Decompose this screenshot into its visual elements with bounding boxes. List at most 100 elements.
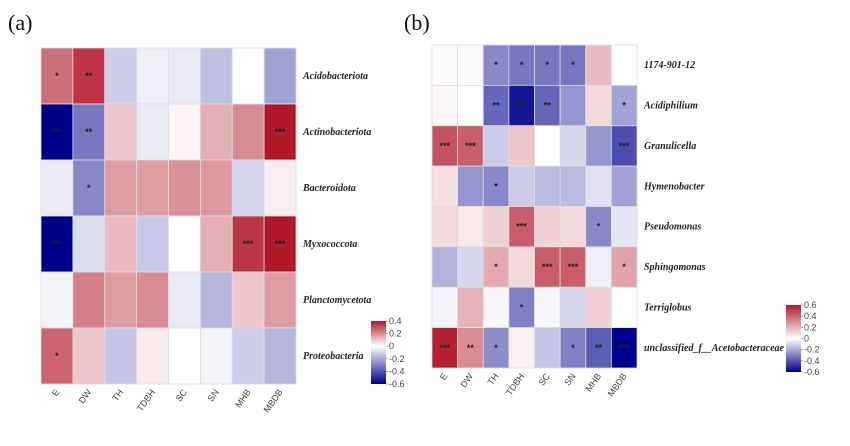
- heatmap-cell: [40, 47, 74, 105]
- row-label: Actinobacteriota: [302, 127, 371, 138]
- heatmap-cell: [231, 327, 265, 385]
- heatmap-cell: [231, 103, 265, 161]
- significance-marker: ***: [275, 239, 286, 249]
- row-label: Granulicella: [644, 141, 696, 152]
- significance-marker: ***: [243, 239, 254, 249]
- significance-marker: *: [571, 60, 575, 70]
- heatmap-cell: [136, 215, 169, 273]
- significance-marker: ***: [440, 343, 451, 353]
- heatmap-cell: [168, 103, 201, 161]
- heatmap-cell: [559, 165, 587, 207]
- heatmap-cell: [534, 44, 561, 86]
- heatmap-cell: [104, 103, 138, 161]
- heatmap-cell: [431, 44, 459, 86]
- heatmap-cell: [104, 159, 138, 217]
- heatmap-cell: [199, 327, 233, 385]
- significance-marker: *: [520, 302, 524, 312]
- heatmap-cell: [585, 84, 612, 127]
- heatmap-cell: [457, 286, 484, 329]
- significance-marker: **: [467, 343, 475, 353]
- significance-marker: *: [55, 351, 59, 361]
- heatmap-cell: [508, 246, 535, 288]
- heatmap-cell: [482, 286, 510, 329]
- significance-marker: *: [494, 262, 498, 272]
- row-label: Acidiphilium: [643, 101, 698, 112]
- heatmap-cell: [610, 125, 638, 167]
- heatmap-cell: [508, 125, 535, 167]
- heatmap-cell: [559, 84, 587, 127]
- heatmap-cell: [457, 84, 484, 127]
- heatmap-cell: [136, 271, 169, 329]
- heatmap-cell: [431, 327, 459, 369]
- row-label: Acidobacteriota: [302, 71, 368, 82]
- column-label: SN: [206, 387, 221, 403]
- column-label: E: [50, 387, 62, 398]
- significance-marker: **: [85, 71, 93, 81]
- significance-marker: **: [595, 343, 603, 353]
- legend-tick-label: -0.6: [389, 379, 405, 389]
- heatmap-cell: [431, 206, 459, 248]
- heatmap-cell: [610, 206, 638, 248]
- significance-marker: ***: [275, 127, 286, 137]
- column-label: MHB: [584, 371, 604, 393]
- heatmap-cell: [231, 159, 265, 217]
- heatmap-cell: [482, 327, 510, 369]
- column-label: TH: [110, 387, 125, 403]
- heatmap-cell: [534, 206, 561, 248]
- heatmap-cell: [482, 125, 510, 167]
- column-label: DW: [77, 387, 94, 405]
- heatmap-cell: [431, 84, 459, 127]
- heatmap-cell: [457, 246, 484, 288]
- significance-marker: *: [571, 343, 575, 353]
- heatmap-cell: [585, 44, 612, 86]
- heatmap-cell: [559, 286, 587, 329]
- heatmap-cell: [136, 47, 169, 105]
- column-label: MHB: [233, 387, 253, 409]
- panel-label-a: (a): [8, 10, 32, 35]
- heatmap-cell: [104, 271, 138, 329]
- significance-marker: **: [85, 127, 93, 137]
- significance-marker: *: [87, 183, 91, 193]
- heatmap-panel-b: * * * *** *** ** **** *** ******* ** *** *** ***** **…: [431, 44, 820, 398]
- column-label: TDBH: [504, 371, 526, 397]
- heatmap-cell: [534, 125, 561, 167]
- legend-tick-label: 0: [804, 334, 809, 344]
- row-label: Myxococcota: [302, 239, 357, 250]
- heatmap-cell: [508, 44, 535, 86]
- heatmap-cell: [559, 44, 587, 86]
- heatmap-cell: [199, 215, 233, 273]
- legend-tick-label: 0.4: [804, 311, 817, 321]
- significance-marker: ***: [568, 262, 579, 272]
- column-label: SN: [562, 371, 577, 387]
- heatmap-cell: [559, 246, 587, 288]
- heatmap-cell: [534, 246, 561, 288]
- row-label: unclassified_f__Acetobacteraceae: [644, 343, 785, 354]
- color-legend-bar: [786, 305, 801, 372]
- row-label: Pseudomonas: [644, 222, 701, 233]
- heatmap-cell: [585, 286, 612, 329]
- heatmap-cell: [431, 286, 459, 329]
- heatmap-cell: [199, 159, 233, 217]
- heatmap-cell: [231, 215, 265, 273]
- heatmap-panel-a: * ***** ** ******* *** ****AcidobacteriotaAct…: [40, 47, 405, 414]
- heatmap-cell: [136, 327, 169, 385]
- legend-tick-label: 0.2: [389, 329, 402, 339]
- heatmap-cell: [610, 246, 638, 288]
- significance-marker: ***: [542, 262, 553, 272]
- heatmap-cell: [168, 47, 201, 105]
- significance-marker: *: [597, 222, 601, 232]
- column-label: SC: [537, 371, 553, 387]
- significance-marker: *: [622, 262, 626, 272]
- heatmap-cell: [168, 271, 201, 329]
- significance-marker: **: [493, 101, 501, 111]
- significance-marker: *: [494, 181, 498, 191]
- significance-marker: ***: [619, 141, 630, 151]
- heatmap-cell: [508, 165, 535, 207]
- heatmap-cell: [40, 103, 74, 161]
- heatmap-cell: [72, 327, 106, 385]
- significance-marker: *: [622, 101, 626, 111]
- legend-tick-label: 0.2: [804, 322, 817, 332]
- row-label: Bacteroidota: [302, 183, 356, 194]
- row-label: Sphingomonas: [644, 262, 706, 273]
